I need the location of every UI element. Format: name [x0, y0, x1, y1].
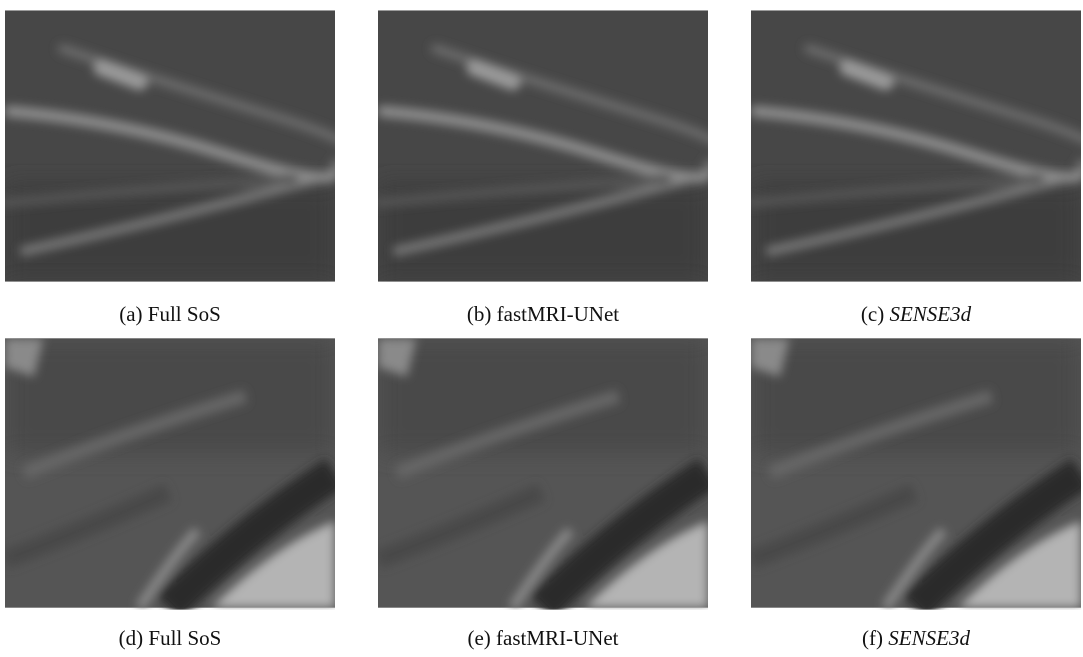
caption-label: (c)	[861, 302, 884, 326]
caption: (c) SENSE3d	[861, 302, 972, 326]
mri-image	[5, 338, 335, 607]
mri-image	[751, 10, 1083, 281]
caption-name: SENSE3d	[889, 302, 971, 326]
caption-label: (b)	[467, 302, 492, 326]
mri-image	[378, 10, 730, 281]
mri-image	[751, 338, 1081, 607]
caption: (d) Full SoS	[119, 626, 222, 650]
mri-image	[5, 10, 357, 281]
caption-label: (f)	[862, 626, 883, 650]
caption-name: SENSE3d	[888, 626, 970, 650]
caption-name: fastMRI-UNet	[496, 626, 619, 650]
mri-image	[378, 338, 708, 607]
caption: (f) SENSE3d	[862, 626, 970, 650]
caption-name: fastMRI-UNet	[497, 302, 620, 326]
caption-label: (d)	[119, 626, 144, 650]
caption: (b) fastMRI-UNet	[467, 302, 619, 326]
caption: (e) fastMRI-UNet	[467, 626, 618, 650]
caption-name: Full SoS	[148, 302, 221, 326]
caption-label: (e)	[467, 626, 490, 650]
figure: (a) Full SoS(b) fastMRI-UNet(c) SENSE3d(…	[0, 0, 1083, 657]
caption: (a) Full SoS	[119, 302, 221, 326]
caption-label: (a)	[119, 302, 142, 326]
caption-name: Full SoS	[148, 626, 221, 650]
